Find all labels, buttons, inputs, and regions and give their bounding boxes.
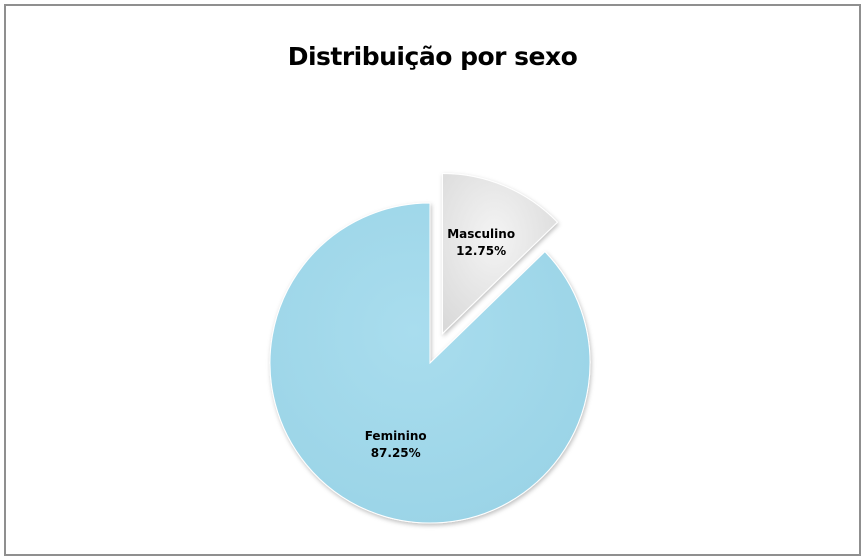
pie-chart: Masculino 12.75% Feminino 87.25% [269, 173, 591, 524]
chart-frame: Distribuição por sexo Masculino 12.75% Fem… [4, 4, 861, 556]
pie-slice-masculino [441, 173, 559, 335]
pie-slice-feminino [269, 202, 591, 524]
slice-value-label: 12.75% [456, 244, 506, 258]
slice-category-label: Feminino [365, 429, 427, 443]
slice-category-label: Masculino [447, 227, 515, 241]
slice-value-label: 87.25% [371, 446, 421, 460]
chart-title: Distribuição por sexo [287, 42, 578, 71]
